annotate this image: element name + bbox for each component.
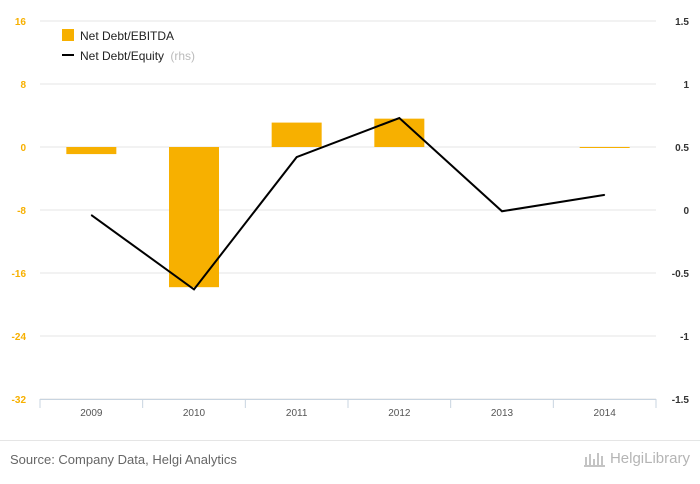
x-tick-label: 2012 — [388, 408, 411, 419]
footer: Source: Company Data, Helgi Analytics He… — [0, 440, 700, 484]
source-note: Source: Company Data, Helgi Analytics — [10, 452, 237, 467]
left-tick-label: -32 — [12, 395, 27, 406]
line-point — [604, 194, 606, 196]
bar-series — [66, 118, 630, 288]
right-tick-label: 1 — [683, 80, 689, 91]
left-tick-label: 0 — [20, 143, 26, 154]
left-tick-label: -24 — [12, 332, 27, 343]
legend-swatch-bar — [62, 29, 74, 41]
right-tick-label: 1.5 — [675, 17, 689, 28]
right-tick-label: -0.5 — [672, 269, 690, 280]
right-tick-label: 0 — [683, 206, 689, 217]
left-tick-label: 16 — [15, 17, 27, 28]
bar — [169, 147, 219, 288]
legend: Net Debt/EBITDA Net Debt/Equity (rhs) — [62, 29, 195, 63]
line-series — [90, 116, 606, 291]
x-tick-label: 2013 — [491, 408, 514, 419]
x-tick-label: 2011 — [286, 408, 308, 419]
right-tick-label: 0.5 — [675, 143, 689, 154]
x-tick-label: 2014 — [594, 408, 617, 419]
line-point — [296, 156, 298, 158]
brand[interactable]: HelgiLibrary — [583, 450, 690, 467]
bar — [579, 147, 630, 148]
right-tick-label: -1 — [680, 332, 689, 343]
legend-label-line-name: Net Debt/Equity — [80, 49, 164, 63]
left-axis: 16 8 0 -8 -16 -24 -32 — [12, 17, 27, 406]
brand-name: HelgiLibrary — [609, 450, 690, 467]
right-axis: 1.5 1 0.5 0 -0.5 -1 -1.5 — [672, 17, 690, 406]
line-point — [90, 214, 92, 216]
bar — [66, 147, 117, 155]
legend-label-line: Net Debt/Equity (rhs) — [80, 49, 195, 63]
line-point — [398, 117, 400, 119]
left-tick-label: 8 — [20, 80, 26, 91]
line-point — [501, 210, 503, 212]
gridlines — [40, 20, 656, 400]
library-logo-icon — [583, 452, 605, 467]
bar — [271, 122, 322, 147]
legend-label-line-suffix: (rhs) — [170, 49, 195, 63]
x-tick-label: 2009 — [80, 408, 103, 419]
series-line — [90, 116, 605, 291]
x-axis: 2009 2010 2011 2012 2013 2014 — [39, 399, 657, 419]
x-tick-label: 2010 — [183, 408, 206, 419]
left-tick-label: -8 — [17, 206, 26, 217]
legend-label-bar: Net Debt/EBITDA — [80, 29, 174, 43]
line-point — [193, 288, 195, 290]
left-tick-label: -16 — [12, 269, 27, 280]
right-tick-label: -1.5 — [672, 395, 690, 406]
